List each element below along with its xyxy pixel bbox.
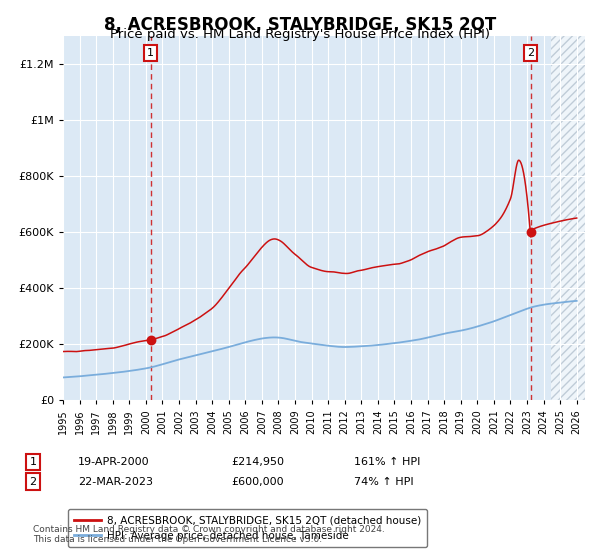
- Text: £600,000: £600,000: [231, 477, 284, 487]
- Text: 8, ACRESBROOK, STALYBRIDGE, SK15 2QT: 8, ACRESBROOK, STALYBRIDGE, SK15 2QT: [104, 16, 496, 34]
- Text: Contains HM Land Registry data © Crown copyright and database right 2024.
This d: Contains HM Land Registry data © Crown c…: [33, 525, 385, 544]
- Point: [146, 336, 155, 345]
- Text: £214,950: £214,950: [231, 457, 284, 467]
- Text: 22-MAR-2023: 22-MAR-2023: [78, 477, 153, 487]
- Text: 2: 2: [527, 48, 534, 58]
- Text: 1: 1: [147, 48, 154, 58]
- Text: 74% ↑ HPI: 74% ↑ HPI: [354, 477, 413, 487]
- Text: 161% ↑ HPI: 161% ↑ HPI: [354, 457, 421, 467]
- Bar: [551, 36, 600, 400]
- Legend: 8, ACRESBROOK, STALYBRIDGE, SK15 2QT (detached house), HPI: Average price, detac: 8, ACRESBROOK, STALYBRIDGE, SK15 2QT (de…: [68, 510, 427, 547]
- Bar: [551, 36, 600, 400]
- Text: 2: 2: [29, 477, 37, 487]
- Text: 1: 1: [29, 457, 37, 467]
- Text: 19-APR-2000: 19-APR-2000: [78, 457, 149, 467]
- Text: Price paid vs. HM Land Registry's House Price Index (HPI): Price paid vs. HM Land Registry's House …: [110, 28, 490, 41]
- Point: [526, 228, 535, 237]
